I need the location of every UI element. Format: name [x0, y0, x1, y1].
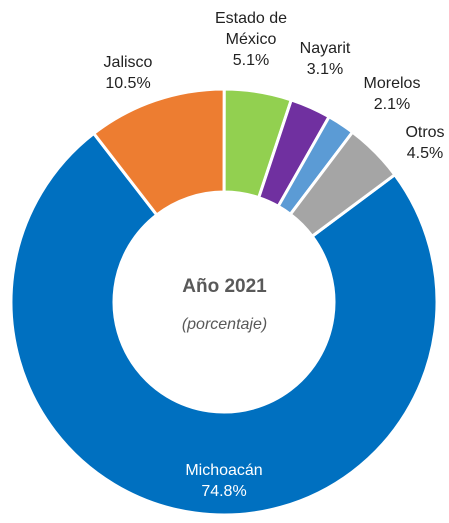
donut-slice	[288, 130, 397, 239]
category-label: Otros	[405, 124, 445, 141]
slice-label: Otros 4.5%	[405, 122, 444, 164]
category-label: Michoacán	[185, 462, 263, 479]
value-label: 4.5%	[406, 145, 444, 162]
category-label: Jalisco	[103, 54, 153, 71]
donut-slice	[9, 131, 439, 517]
chart-title: Año 2021	[182, 276, 267, 297]
category-label: Estado de México	[214, 10, 288, 48]
chart-subtitle: (porcentaje)	[181, 316, 268, 333]
value-label: 2.1%	[373, 96, 411, 113]
category-label: Morelos	[363, 75, 421, 92]
value-label: 74.8%	[201, 483, 247, 500]
category-label: Nayarit	[299, 40, 351, 57]
slice-label: Estado de México 5.1%	[206, 8, 296, 71]
slice-label: Jalisco 10.5%	[104, 52, 153, 94]
value-label: 10.5%	[105, 75, 151, 92]
value-label: 3.1%	[306, 61, 344, 78]
slice-label: Morelos 2.1%	[364, 73, 421, 115]
slice-label: Nayarit 3.1%	[300, 38, 351, 80]
value-label: 5.1%	[232, 52, 270, 69]
slice-label: Michoacán 74.8%	[185, 460, 262, 502]
